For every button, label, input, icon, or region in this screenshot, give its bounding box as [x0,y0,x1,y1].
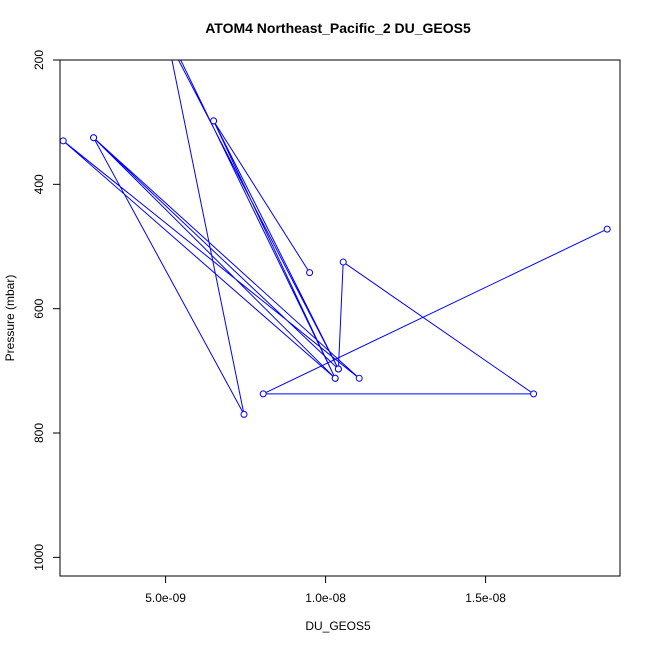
plot-frame [59,59,621,577]
plot-area [60,60,611,418]
data-point-13 [334,365,342,373]
data-point-17 [603,225,611,233]
series-line-0 [62,60,608,415]
y-axis-label: Pressure (mbar) [3,275,17,362]
data-point-12 [210,117,218,125]
data-point-15 [530,390,538,398]
y-tick-label-3: 800 [32,423,46,443]
y-tick-label-0: 200 [32,50,46,70]
y-tick-label-1: 400 [32,174,46,194]
data-point-7 [355,374,363,382]
data-point-14 [339,258,347,266]
x-tick-label-2: 1.5e-08 [465,591,506,605]
x-axis-label: DU_GEOS5 [305,619,371,633]
chart-title: ATOM4 Northeast_Pacific_2 DU_GEOS5 [205,20,471,36]
data-point-11 [306,269,314,277]
y-tick-label-2: 600 [32,298,46,318]
data-point-8 [90,134,98,142]
y-tick-label-4: 1000 [32,544,46,571]
x-tick-label-0: 5.0e-09 [145,591,186,605]
data-point-3 [240,410,248,418]
data-point-9 [331,374,339,382]
x-tick-label-1: 1.0e-08 [305,591,346,605]
data-point-6 [60,137,67,145]
axes: 5.0e-09 1.0e-08 1.5e-08 200 400 600 800 1000 [32,50,506,605]
data-point-16 [259,390,267,398]
